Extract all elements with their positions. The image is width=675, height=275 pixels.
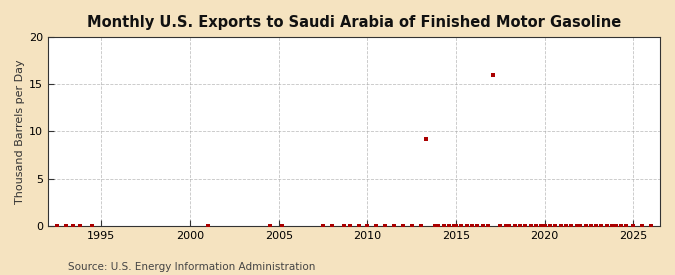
Point [344, 224, 355, 228]
Point [488, 72, 499, 77]
Point [451, 224, 462, 228]
Point [438, 224, 449, 228]
Point [353, 224, 364, 228]
Point [318, 224, 329, 228]
Point [575, 224, 586, 228]
Point [380, 224, 391, 228]
Point [607, 224, 618, 228]
Point [500, 224, 511, 228]
Point [456, 224, 467, 228]
Point [51, 224, 62, 228]
Point [596, 224, 607, 228]
Point [580, 224, 591, 228]
Point [509, 224, 520, 228]
Point [398, 224, 408, 228]
Point [433, 224, 443, 228]
Point [421, 137, 431, 141]
Point [68, 224, 78, 228]
Point [585, 224, 596, 228]
Point [339, 224, 350, 228]
Point [637, 224, 648, 228]
Point [61, 224, 72, 228]
Text: Source: U.S. Energy Information Administration: Source: U.S. Energy Information Administ… [68, 262, 315, 272]
Point [415, 224, 426, 228]
Point [566, 224, 576, 228]
Point [495, 224, 506, 228]
Point [536, 224, 547, 228]
Point [621, 224, 632, 228]
Point [545, 224, 556, 228]
Point [628, 224, 639, 228]
Point [514, 224, 525, 228]
Point [202, 224, 213, 228]
Point [406, 224, 417, 228]
Point [483, 224, 493, 228]
Point [449, 224, 460, 228]
Point [531, 224, 541, 228]
Point [601, 224, 612, 228]
Point [461, 224, 472, 228]
Title: Monthly U.S. Exports to Saudi Arabia of Finished Motor Gasoline: Monthly U.S. Exports to Saudi Arabia of … [87, 15, 621, 30]
Y-axis label: Thousand Barrels per Day: Thousand Barrels per Day [15, 59, 25, 204]
Point [504, 224, 514, 228]
Point [556, 224, 566, 228]
Point [429, 224, 440, 228]
Point [472, 224, 483, 228]
Point [327, 224, 338, 228]
Point [362, 224, 373, 228]
Point [75, 224, 86, 228]
Point [477, 224, 488, 228]
Point [265, 224, 275, 228]
Point [571, 224, 582, 228]
Point [389, 224, 400, 228]
Point [525, 224, 536, 228]
Point [616, 224, 626, 228]
Point [646, 224, 657, 228]
Point [550, 224, 561, 228]
Point [561, 224, 572, 228]
Point [277, 224, 288, 228]
Point [443, 224, 454, 228]
Point [87, 224, 98, 228]
Point [610, 224, 621, 228]
Point [466, 224, 477, 228]
Point [591, 224, 601, 228]
Point [539, 224, 550, 228]
Point [520, 224, 531, 228]
Point [371, 224, 381, 228]
